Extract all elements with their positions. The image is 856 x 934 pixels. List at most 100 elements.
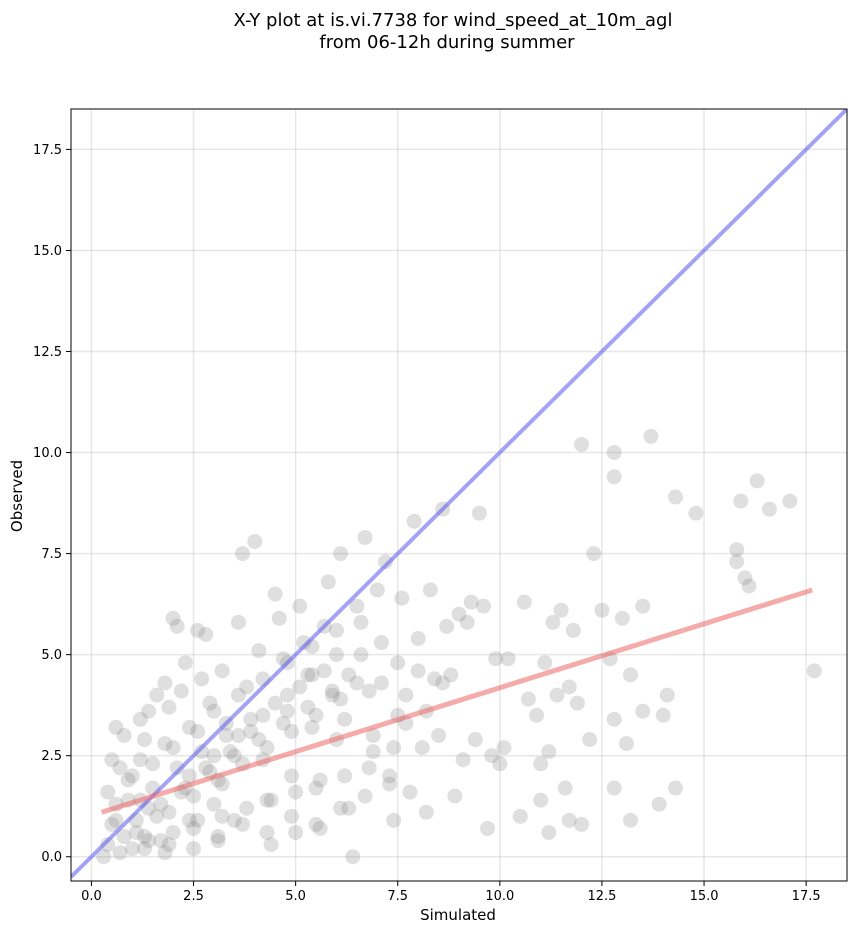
x-tick-label: 0.0 xyxy=(81,889,102,904)
data-point xyxy=(296,635,312,651)
data-point xyxy=(210,833,226,849)
y-tick-label: 2.5 xyxy=(41,749,62,764)
data-point xyxy=(235,816,251,832)
y-tick-label: 17.5 xyxy=(33,143,62,158)
data-point xyxy=(435,675,451,691)
data-point xyxy=(259,792,275,808)
data-point xyxy=(190,723,206,739)
data-point xyxy=(255,707,271,723)
data-point xyxy=(410,630,426,646)
data-point xyxy=(304,667,320,683)
data-point xyxy=(206,796,222,812)
data-point xyxy=(655,707,671,723)
data-point xyxy=(333,546,349,562)
data-point xyxy=(373,635,389,651)
data-point xyxy=(214,663,230,679)
data-point xyxy=(263,837,279,853)
data-point xyxy=(324,687,340,703)
data-point xyxy=(361,683,377,699)
data-point xyxy=(467,732,483,748)
data-point xyxy=(729,542,745,558)
data-point xyxy=(243,711,259,727)
data-point xyxy=(561,812,577,828)
data-point xyxy=(128,824,144,840)
plot-area-frame xyxy=(70,108,848,882)
y-tick-label: 10.0 xyxy=(33,446,62,461)
y-tick-label: 0.0 xyxy=(41,850,62,865)
data-point xyxy=(132,752,148,768)
data-point xyxy=(328,622,344,638)
data-point xyxy=(761,501,777,517)
data-point xyxy=(618,736,634,752)
data-point xyxy=(194,744,210,760)
y-tick-label: 5.0 xyxy=(41,648,62,663)
data-point xyxy=(165,610,181,626)
data-point xyxy=(553,602,569,618)
data-point xyxy=(463,594,479,610)
data-point xyxy=(222,744,238,760)
data-point xyxy=(284,808,300,824)
data-point xyxy=(320,574,336,590)
data-point xyxy=(108,719,124,735)
data-point xyxy=(141,703,157,719)
data-point xyxy=(206,703,222,719)
data-point xyxy=(549,687,565,703)
grid-lines xyxy=(71,109,847,881)
data-point xyxy=(308,780,324,796)
data-point xyxy=(165,824,181,840)
data-point xyxy=(635,703,651,719)
data-point xyxy=(214,808,230,824)
data-point xyxy=(284,768,300,784)
x-tick-label: 10.0 xyxy=(485,889,514,904)
data-point xyxy=(614,610,630,626)
data-point xyxy=(496,740,512,756)
data-point xyxy=(169,618,185,634)
data-point xyxy=(186,841,202,857)
data-point xyxy=(459,614,475,630)
data-point xyxy=(574,816,590,832)
data-point xyxy=(806,663,822,679)
data-point xyxy=(198,626,214,642)
regression-fit-line xyxy=(100,587,814,815)
data-point xyxy=(149,808,165,824)
data-point xyxy=(733,493,749,509)
data-point xyxy=(418,804,434,820)
data-point xyxy=(529,707,545,723)
data-point xyxy=(316,663,332,679)
chart-title-line-2: from 06-12h during summer xyxy=(319,32,575,53)
x-axis-label: Simulated xyxy=(420,906,496,924)
data-point xyxy=(353,647,369,663)
data-point xyxy=(177,655,193,671)
data-point xyxy=(422,582,438,598)
data-point xyxy=(153,796,169,812)
data-point xyxy=(263,792,279,808)
data-point xyxy=(353,614,369,630)
data-point xyxy=(210,829,226,845)
data-point xyxy=(194,671,210,687)
data-point xyxy=(190,622,206,638)
x-tick-label: 15.0 xyxy=(690,889,719,904)
data-point xyxy=(304,719,320,735)
data-point xyxy=(431,727,447,743)
data-point xyxy=(226,812,242,828)
data-point xyxy=(186,788,202,804)
data-point xyxy=(365,727,381,743)
data-point xyxy=(300,699,316,715)
data-point xyxy=(373,675,389,691)
data-point xyxy=(569,695,585,711)
data-point xyxy=(688,505,704,521)
data-point xyxy=(271,610,287,626)
data-point xyxy=(333,691,349,707)
data-point xyxy=(328,647,344,663)
data-point xyxy=(100,784,116,800)
data-point xyxy=(520,691,536,707)
data-point xyxy=(337,711,353,727)
data-point xyxy=(512,808,528,824)
data-point xyxy=(516,594,532,610)
data-point xyxy=(426,671,442,687)
data-point xyxy=(153,833,169,849)
data-point xyxy=(145,756,161,772)
data-point xyxy=(480,820,496,836)
data-point xyxy=(149,687,165,703)
